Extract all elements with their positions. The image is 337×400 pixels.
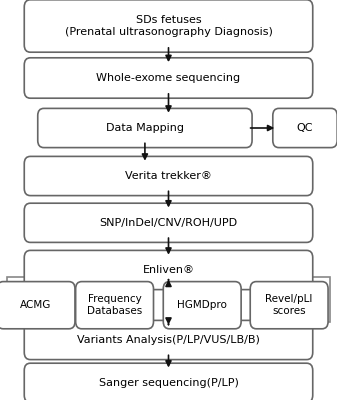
Text: ACMG: ACMG xyxy=(20,300,52,310)
Text: Frequency
Databases: Frequency Databases xyxy=(87,294,142,316)
Text: Enliven®: Enliven® xyxy=(143,265,194,275)
FancyBboxPatch shape xyxy=(0,282,75,329)
Text: Verita trekker®: Verita trekker® xyxy=(125,171,212,181)
FancyBboxPatch shape xyxy=(24,203,313,242)
FancyBboxPatch shape xyxy=(24,250,313,290)
FancyBboxPatch shape xyxy=(24,156,313,196)
Text: Variants Analysis(P/LP/VUS/LB/B): Variants Analysis(P/LP/VUS/LB/B) xyxy=(77,335,260,345)
Text: Whole-exome sequencing: Whole-exome sequencing xyxy=(96,73,241,83)
Text: HGMDpro: HGMDpro xyxy=(177,300,227,310)
FancyBboxPatch shape xyxy=(24,0,313,52)
Text: SDs fetuses
(Prenatal ultrasonography Diagnosis): SDs fetuses (Prenatal ultrasonography Di… xyxy=(65,15,272,37)
FancyBboxPatch shape xyxy=(24,363,313,400)
Text: Sanger sequencing(P/LP): Sanger sequencing(P/LP) xyxy=(98,378,239,388)
FancyBboxPatch shape xyxy=(24,58,313,98)
FancyBboxPatch shape xyxy=(38,108,252,148)
FancyBboxPatch shape xyxy=(273,108,337,148)
FancyBboxPatch shape xyxy=(163,282,241,329)
FancyBboxPatch shape xyxy=(250,282,328,329)
Text: SNP/InDel/CNV/ROH/UPD: SNP/InDel/CNV/ROH/UPD xyxy=(99,218,238,228)
FancyBboxPatch shape xyxy=(76,282,154,329)
FancyBboxPatch shape xyxy=(24,320,313,360)
Text: QC: QC xyxy=(297,123,313,133)
Text: Data Mapping: Data Mapping xyxy=(106,123,184,133)
Text: Revel/pLI
scores: Revel/pLI scores xyxy=(266,294,313,316)
